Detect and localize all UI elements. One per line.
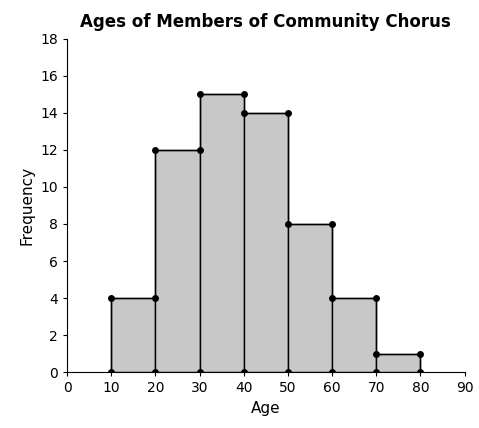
Point <box>240 109 248 116</box>
Point <box>196 146 204 153</box>
Point <box>151 295 159 302</box>
Bar <box>332 298 376 372</box>
Y-axis label: Frequency: Frequency <box>20 166 34 245</box>
Point <box>373 369 380 376</box>
Title: Ages of Members of Community Chorus: Ages of Members of Community Chorus <box>80 13 451 31</box>
Point <box>196 91 204 98</box>
Point <box>151 369 159 376</box>
Bar <box>244 113 288 372</box>
X-axis label: Age: Age <box>251 401 281 416</box>
Point <box>151 146 159 153</box>
Point <box>107 369 115 376</box>
Point <box>284 220 292 227</box>
Point <box>240 91 248 98</box>
Point <box>240 369 248 376</box>
Point <box>107 295 115 302</box>
Bar <box>155 150 200 372</box>
Point <box>417 351 424 357</box>
Point <box>373 351 380 357</box>
Point <box>328 220 336 227</box>
Bar <box>200 94 244 372</box>
Point <box>284 109 292 116</box>
Point <box>196 369 204 376</box>
Point <box>417 369 424 376</box>
Point <box>373 295 380 302</box>
Bar <box>376 354 421 372</box>
Bar <box>111 298 155 372</box>
Point <box>328 295 336 302</box>
Point <box>284 369 292 376</box>
Bar <box>288 224 332 372</box>
Point <box>328 369 336 376</box>
